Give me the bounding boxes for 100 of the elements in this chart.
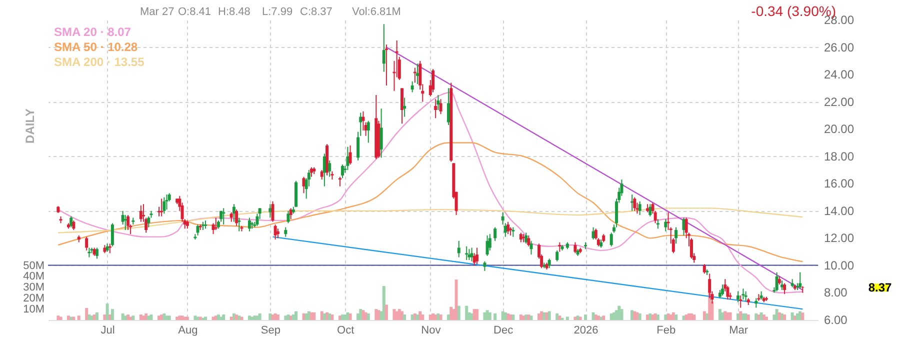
y-tick-label: 16.00 <box>824 176 854 191</box>
bar <box>85 308 88 320</box>
bar <box>312 312 316 320</box>
bar <box>271 314 274 320</box>
candlestick <box>664 218 668 232</box>
bar <box>72 316 76 320</box>
candlestick <box>268 204 272 218</box>
y-tick-label: 10.00 <box>824 258 854 272</box>
candlestick <box>380 108 383 158</box>
bar <box>70 316 73 320</box>
candlestick <box>70 216 73 228</box>
bar <box>377 310 380 320</box>
bar <box>176 316 179 320</box>
bar <box>348 313 352 320</box>
bar <box>620 309 624 320</box>
bar <box>530 316 533 320</box>
bar <box>558 316 562 320</box>
x-tick-label: Oct <box>337 324 354 336</box>
bar <box>574 316 577 320</box>
candlestick <box>483 260 486 272</box>
bar <box>366 313 370 320</box>
candlestick <box>289 208 292 220</box>
candlestick <box>416 63 419 85</box>
candlestick <box>85 236 88 251</box>
bar <box>600 316 603 320</box>
bar <box>783 314 786 320</box>
bar <box>212 316 215 320</box>
bar <box>384 304 388 320</box>
bar <box>103 314 106 320</box>
candlestick <box>338 176 342 187</box>
bar <box>692 314 696 320</box>
candlestick <box>494 226 497 242</box>
candlestick <box>475 247 478 265</box>
candlestick <box>320 170 324 180</box>
bar <box>222 314 226 320</box>
bar <box>56 316 60 320</box>
bar <box>651 314 654 320</box>
candlestick <box>165 194 168 210</box>
candlestick <box>95 247 98 260</box>
text: SMA 20 · 8.07 <box>54 25 132 39</box>
text: DAILY <box>23 108 37 144</box>
line-series <box>58 92 804 294</box>
bar <box>636 312 639 320</box>
candlestick <box>574 242 577 254</box>
candlestick <box>341 164 344 179</box>
bar <box>494 313 497 320</box>
candlestick <box>366 120 370 144</box>
candlestick <box>721 284 724 296</box>
candlestick <box>139 204 142 222</box>
bar <box>258 313 262 320</box>
candlestick <box>780 280 784 290</box>
bar <box>436 313 440 320</box>
candlestick <box>633 196 636 212</box>
bar <box>421 314 424 320</box>
text: H:8.48 <box>218 6 250 18</box>
bar <box>250 316 254 320</box>
bar <box>545 312 548 320</box>
y2-tick-label: 10M <box>23 304 44 316</box>
bar <box>330 314 334 320</box>
candlestick <box>754 298 758 308</box>
bar <box>88 314 91 320</box>
x-tick-label: 2026 <box>574 324 598 336</box>
candlestick <box>271 200 274 222</box>
bar <box>95 312 98 320</box>
bar <box>59 316 62 320</box>
candlestick <box>126 214 130 230</box>
bar <box>129 316 132 320</box>
y-tick-label: 22.00 <box>824 94 854 109</box>
candlestick <box>346 146 350 170</box>
bar <box>196 316 200 320</box>
candlestick <box>276 228 280 239</box>
bar <box>488 312 492 320</box>
bar <box>638 313 642 320</box>
bar <box>739 311 742 320</box>
candlestick <box>439 98 442 115</box>
x-tick-label: Nov <box>421 324 442 336</box>
text: L:7.99 <box>262 6 293 18</box>
bar <box>400 311 404 320</box>
bar <box>702 311 706 320</box>
bar <box>578 316 582 320</box>
candlestick <box>348 144 352 166</box>
bar <box>566 316 569 320</box>
x-tick-label: Dec <box>494 324 514 336</box>
candlestick <box>238 217 241 232</box>
candlestick <box>739 294 742 308</box>
candlestick <box>648 204 652 217</box>
bar <box>457 306 460 320</box>
text: Vol:6.81M <box>352 6 401 18</box>
bar <box>382 286 386 320</box>
candlestick <box>256 213 259 226</box>
bar <box>454 279 458 320</box>
candlestick <box>744 290 748 302</box>
text: Mar 27 <box>140 6 174 18</box>
bar <box>584 314 588 320</box>
candlestick <box>682 217 686 236</box>
candlestick <box>274 224 277 240</box>
candlestick <box>382 24 386 72</box>
candlestick <box>436 94 440 110</box>
candlestick <box>230 212 233 222</box>
text: C:8.37 <box>300 6 332 18</box>
